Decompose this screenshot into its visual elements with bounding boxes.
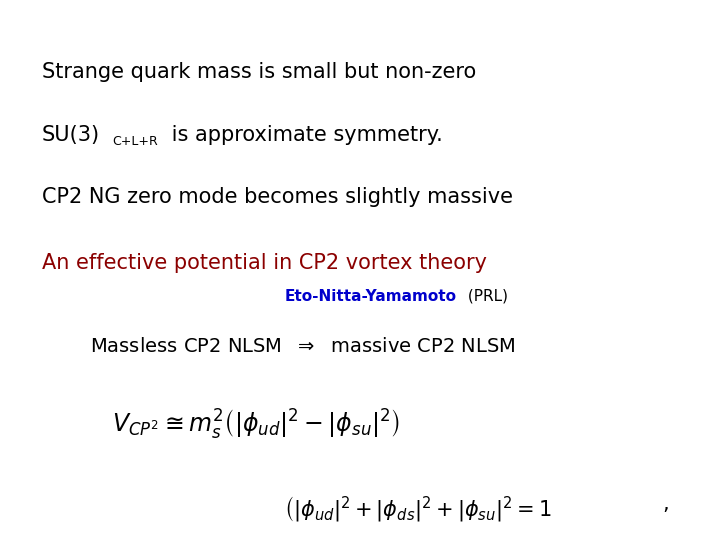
Text: C+L+R: C+L+R xyxy=(112,135,158,148)
Text: Massless CP2 NLSM  $\Rightarrow$  massive CP2 NLSM: Massless CP2 NLSM $\Rightarrow$ massive … xyxy=(90,338,516,356)
Text: CP2 NG zero mode becomes slightly massive: CP2 NG zero mode becomes slightly massiv… xyxy=(42,187,513,207)
Text: (PRL): (PRL) xyxy=(463,289,508,304)
Text: Strange quark mass is small but non-zero: Strange quark mass is small but non-zero xyxy=(42,62,476,82)
Text: An effective potential in CP2 vortex theory: An effective potential in CP2 vortex the… xyxy=(42,253,487,273)
Text: $\left(|\phi_{ud}|^2+|\phi_{ds}|^2+|\phi_{su}|^2=1\right.$: $\left(|\phi_{ud}|^2+|\phi_{ds}|^2+|\phi… xyxy=(284,494,552,524)
Text: is approximate symmetry.: is approximate symmetry. xyxy=(165,125,443,145)
Text: SU(3): SU(3) xyxy=(42,125,100,145)
Text: $V_{CP^2} \cong m_s^{2}\left(|\phi_{ud}|^2 - |\phi_{su}|^2\right)$: $V_{CP^2} \cong m_s^{2}\left(|\phi_{ud}|… xyxy=(112,408,400,442)
Text: Eto-Nitta-Yamamoto: Eto-Nitta-Yamamoto xyxy=(284,289,456,304)
Text: $,$: $,$ xyxy=(662,494,669,514)
